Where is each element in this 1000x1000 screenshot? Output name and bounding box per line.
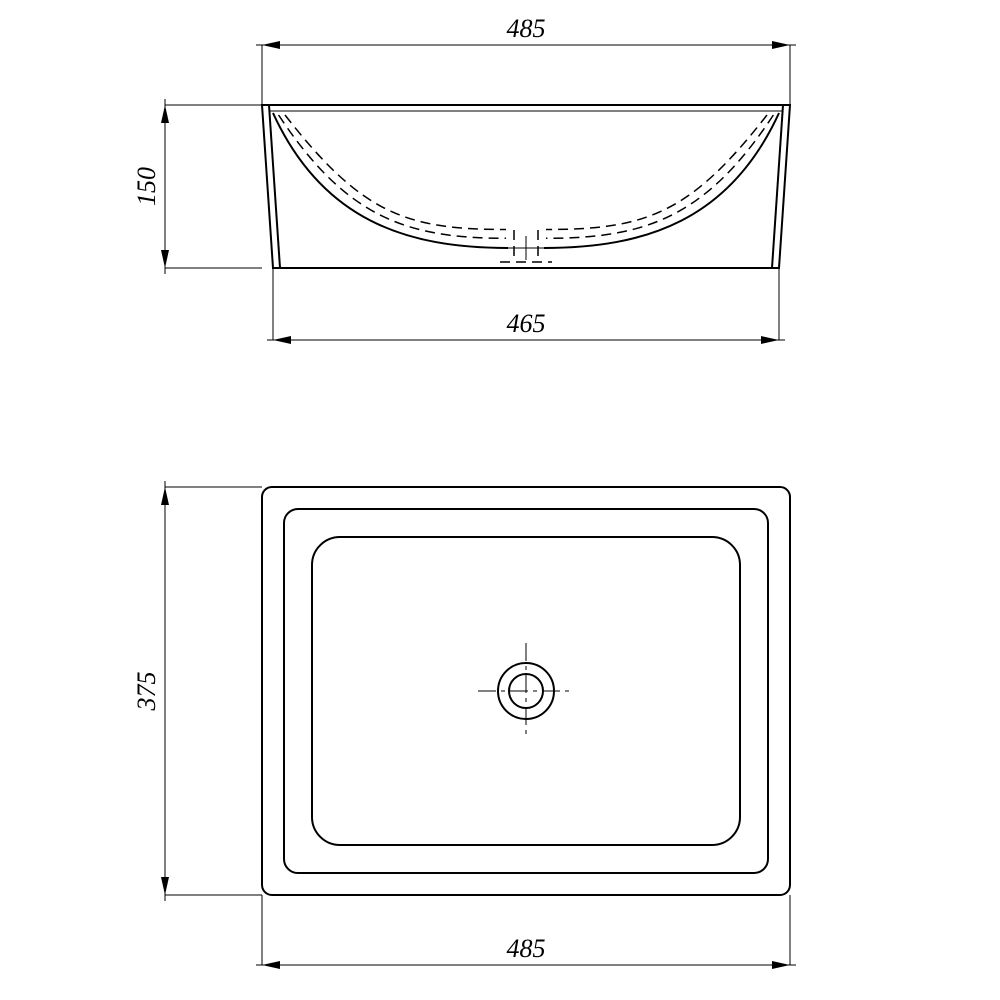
dimension-label: 485 xyxy=(507,934,546,963)
dimension-label: 150 xyxy=(132,167,161,206)
technical-drawing: 485 150 465 375 485 xyxy=(0,0,1000,1000)
top-view xyxy=(262,487,790,895)
dimension-label: 375 xyxy=(132,672,161,712)
front-view xyxy=(262,105,790,268)
dimension-label: 465 xyxy=(507,309,546,338)
dimension-label: 485 xyxy=(507,14,546,43)
